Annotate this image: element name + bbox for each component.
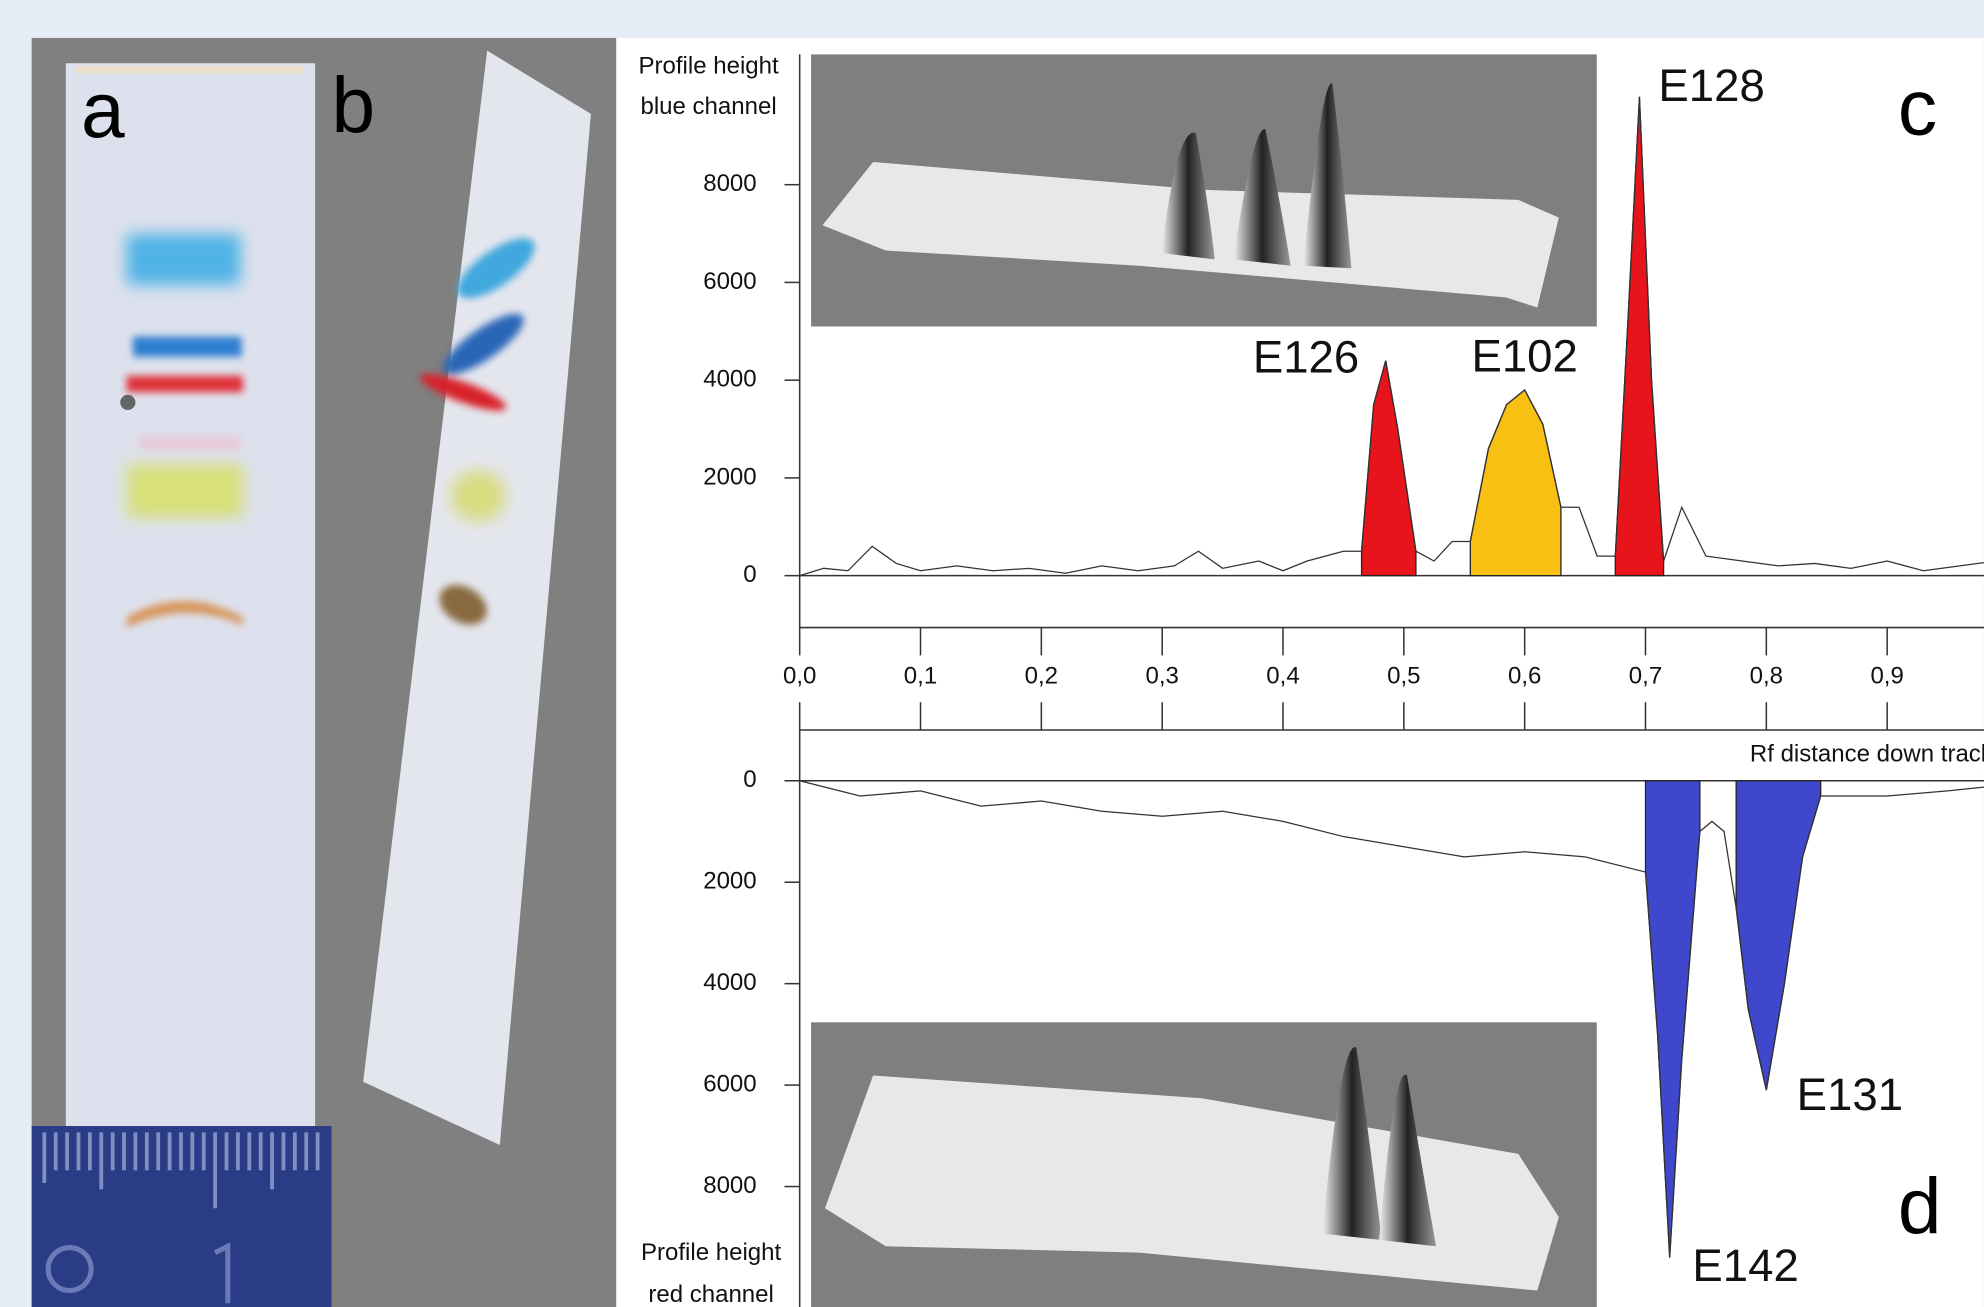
y-tick-label: 6000 (703, 1070, 756, 1097)
profile-line (799, 780, 1984, 1258)
panel-letter: d (1898, 1162, 1942, 1250)
y-tick-label: 4000 (703, 366, 756, 393)
x-tick-label: 0,3 (1145, 662, 1178, 689)
panel-letter: a (81, 66, 125, 154)
y-tick-label: 2000 (703, 463, 756, 490)
peak-label: E102 (1471, 331, 1577, 382)
y-axis-label: Profile height (641, 1239, 782, 1266)
y-tick-label: 8000 (703, 170, 756, 197)
y-axis-label: Profile height (638, 52, 779, 79)
y-axis-label: red channel (648, 1281, 774, 1307)
panel-letter: c (1898, 64, 1937, 152)
y-tick-label: 8000 (703, 1172, 756, 1199)
peak-label: E142 (1692, 1240, 1798, 1291)
y-tick-label: 2000 (703, 868, 756, 895)
y-tick-label: 0 (743, 561, 756, 588)
x-tick-label: 0,5 (1387, 662, 1420, 689)
x-tick-label: 0,2 (1025, 662, 1058, 689)
peak-label: E126 (1253, 332, 1359, 383)
y-tick-label: 6000 (703, 268, 756, 295)
x-tick-label: 0,4 (1266, 662, 1299, 689)
x-tick-label: 0,6 (1508, 662, 1541, 689)
y-tick-label: 4000 (703, 969, 756, 996)
panel-letter: b (332, 61, 376, 149)
x-tick-label: 0,0 (783, 662, 816, 689)
x-tick-label: 0,1 (904, 662, 937, 689)
inset-blue (811, 54, 1597, 327)
x-tick-label: 0,7 (1629, 662, 1662, 689)
peak-label: E131 (1797, 1069, 1903, 1120)
plate-3d (363, 50, 591, 1146)
x-tick-label: 0,9 (1870, 662, 1903, 689)
plate-photo (31, 63, 332, 1307)
y-tick-label: 0 (743, 766, 756, 793)
peak-label: E128 (1658, 60, 1764, 111)
y-axis-label: blue channel (640, 93, 776, 120)
x-tick-label: 0,8 (1750, 662, 1783, 689)
inset-red (811, 1022, 1597, 1307)
profile-line (799, 96, 1984, 577)
x-label-bg (1743, 740, 1984, 771)
x-axis-label: Rf distance down track (1750, 741, 1984, 768)
